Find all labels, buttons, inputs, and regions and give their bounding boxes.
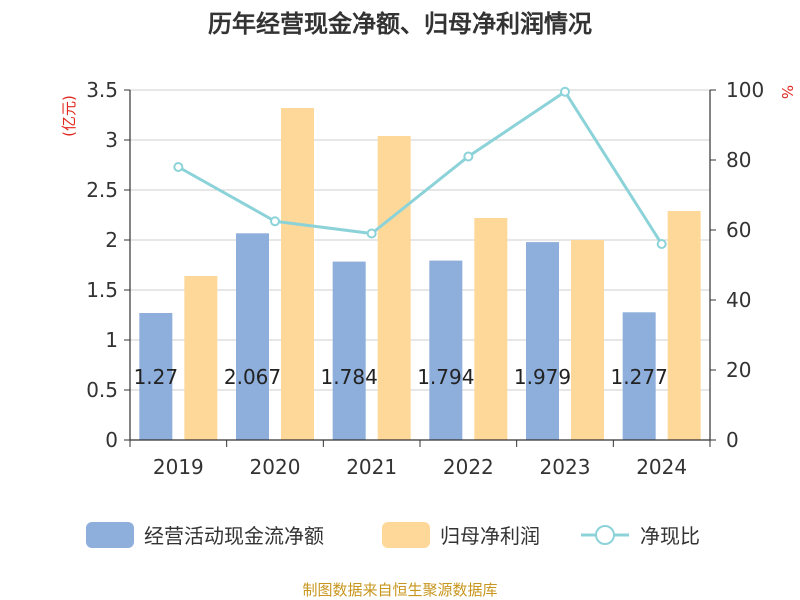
- ratio-point: [270, 216, 280, 227]
- legend-marker-ratio: [595, 525, 615, 545]
- legend: 经营活动现金流净额 归母净利润 净现比: [86, 522, 700, 548]
- net-profit-bar: [571, 240, 604, 440]
- x-tick-label: 2024: [636, 455, 687, 479]
- ratio-line-path: [177, 89, 663, 245]
- legend-swatch-cash-flow: [86, 522, 134, 548]
- legend-label-ratio: 净现比: [640, 524, 700, 548]
- legend-swatch-net-profit: [382, 522, 430, 548]
- right-tick-label: 100: [726, 78, 764, 102]
- left-tick-label: 0.5: [86, 378, 118, 402]
- net-profit-bar: [474, 218, 508, 440]
- left-tick-label: 2: [105, 228, 118, 252]
- x-tick-label: 2022: [443, 455, 494, 479]
- left-tick-label: 1: [105, 328, 118, 352]
- net-profit-bar: [184, 276, 218, 440]
- right-axis-unit: %: [778, 85, 796, 99]
- left-tick-label: 1.5: [86, 278, 118, 302]
- legend-label-cash-flow: 经营活动现金流净额: [144, 524, 324, 548]
- net-profit-bar: [281, 108, 314, 440]
- cash-flow-bar: [429, 260, 463, 440]
- net-profit-bar: [667, 211, 701, 440]
- cash-flow-value-label: 1.277: [611, 365, 668, 389]
- cash-flow-bar: [236, 233, 269, 440]
- left-tick-label: 3: [105, 128, 118, 152]
- cash-flow-value-label: 1.979: [514, 365, 571, 389]
- grid: [130, 89, 710, 441]
- left-axis-unit: (亿元): [60, 95, 78, 137]
- cash-flow-bar: [622, 312, 656, 440]
- right-tick-label: 80: [726, 148, 751, 172]
- cash-flow-value-label: 2.067: [224, 365, 281, 389]
- right-tick-label: 20: [726, 358, 751, 382]
- right-tick-label: 60: [726, 218, 751, 242]
- right-tick-label: 0: [726, 428, 739, 452]
- ratio-point: [560, 86, 570, 97]
- cash-flow-value-label: 1.27: [134, 365, 179, 389]
- x-tick-label: 2023: [540, 455, 591, 479]
- axes: 0 0.5 1 1.5 2 2.5 3 3.5 0 20 40 60 80 100 2019 2020 2021…: [86, 78, 764, 479]
- cash-flow-bar: [526, 242, 559, 440]
- source-note: 制图数据来自恒生聚源数据库: [302, 581, 497, 599]
- left-tick-label: 0: [105, 428, 118, 452]
- ratio-point: [656, 239, 667, 249]
- net-profit-bar: [377, 136, 411, 440]
- x-tick-label: 2021: [346, 455, 397, 479]
- cash-flow-bar: [332, 261, 366, 440]
- left-tick-label: 3.5: [86, 78, 118, 102]
- legend-label-net-profit: 归母净利润: [440, 524, 540, 548]
- bars: [139, 108, 701, 440]
- x-tick-label: 2020: [250, 455, 301, 479]
- left-tick-label: 2.5: [86, 178, 118, 202]
- cash-flow-value-label: 1.784: [321, 365, 378, 389]
- ratio-point: [366, 228, 377, 239]
- right-tick-label: 40: [726, 288, 751, 312]
- cash-flow-bar: [139, 313, 173, 440]
- data-labels: 1.27 2.067 1.784 1.794 1.979 1.277: [134, 365, 668, 389]
- x-tick-label: 2019: [153, 455, 204, 479]
- chart-title: 历年经营现金净额、归母净利润情况: [208, 10, 592, 38]
- cash-flow-value-label: 1.794: [417, 365, 474, 389]
- ratio-line: [173, 86, 667, 249]
- ratio-point: [173, 162, 184, 172]
- ratio-point: [463, 151, 474, 162]
